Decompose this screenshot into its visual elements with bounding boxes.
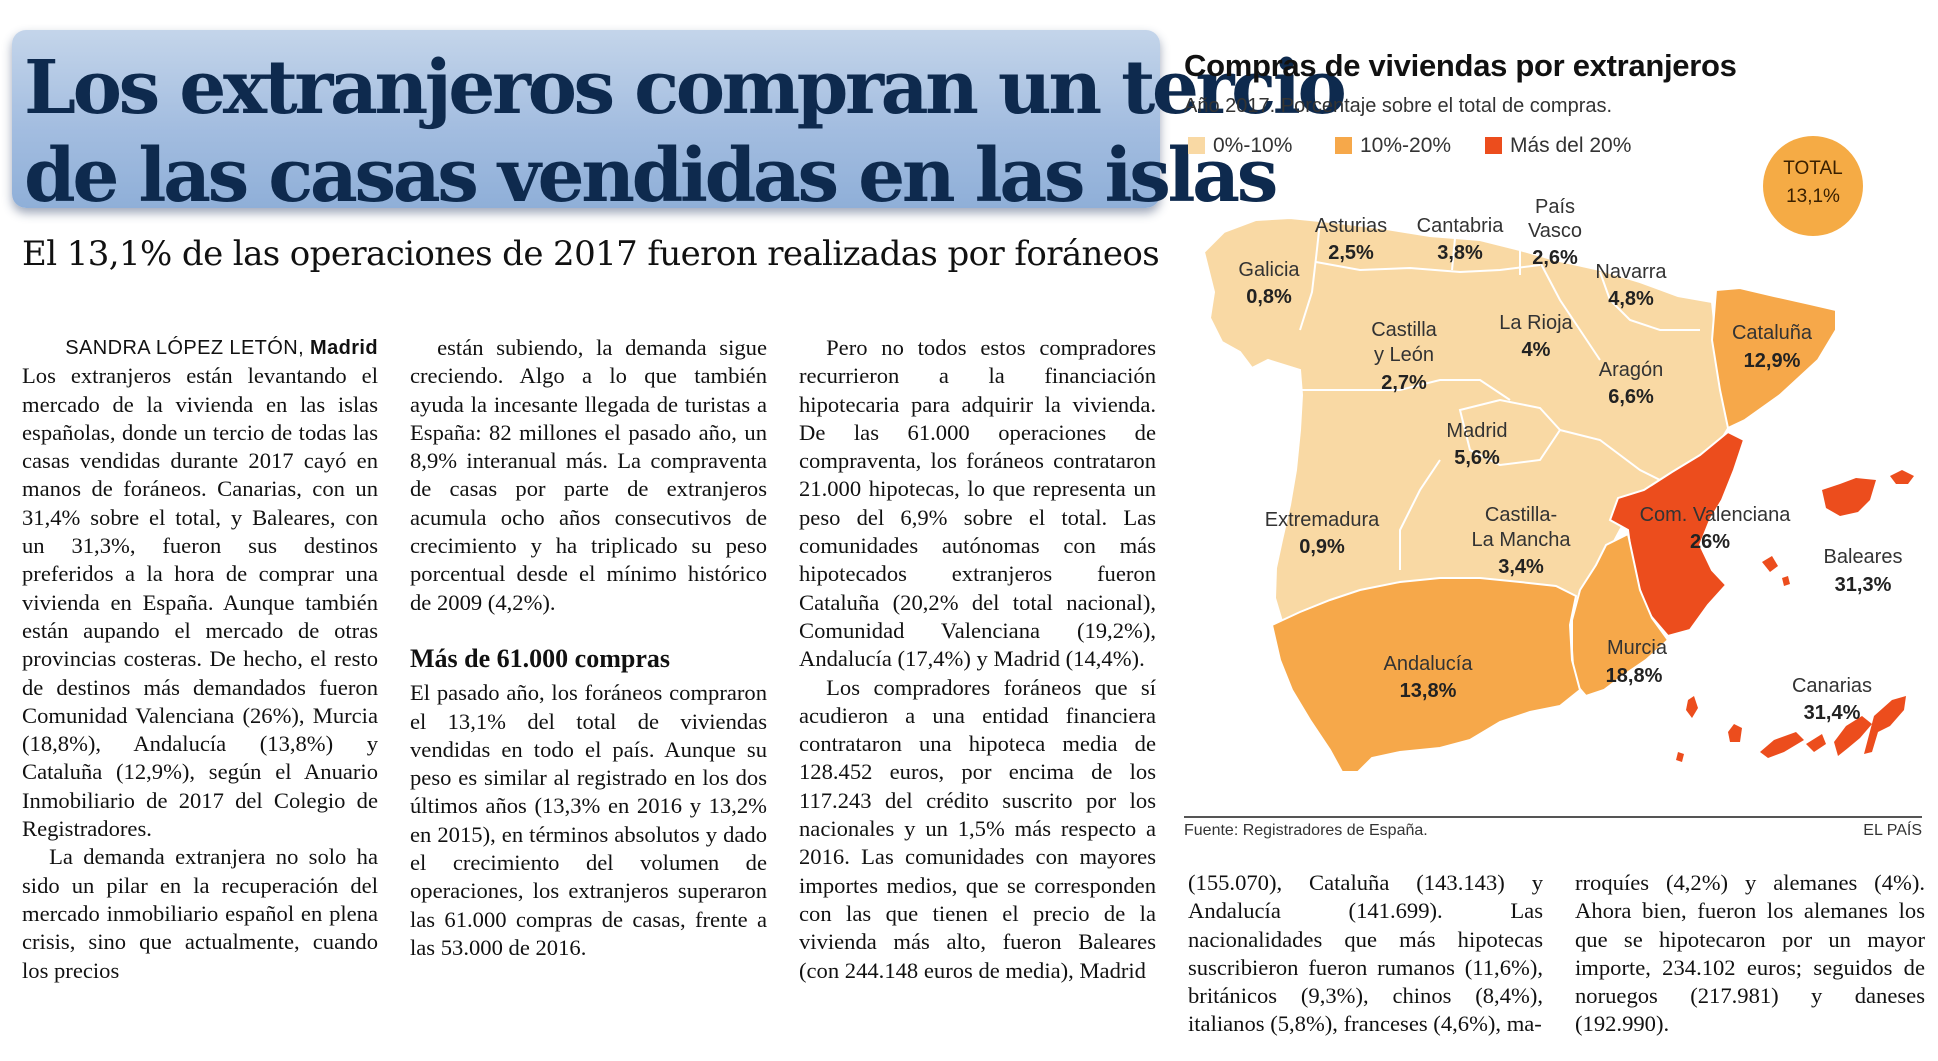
section-heading: Más de 61.000 compras: [410, 643, 670, 673]
total-value: 13,1%: [1786, 186, 1840, 207]
article-column-4: (155.070), Cataluña (143.143) y Andalucí…: [1188, 869, 1543, 1039]
region-label: Canarias: [1792, 675, 1872, 697]
total-badge: TOTAL 13,1%: [1763, 136, 1863, 236]
region-label: y León: [1374, 344, 1434, 366]
region-label: Cantabria: [1417, 215, 1505, 237]
region-label: Baleares: [1824, 546, 1903, 568]
headline-line-1: Los extranjeros compran un tercio: [24, 45, 1347, 131]
region-label: Galicia: [1238, 259, 1300, 281]
region-label: Aragón: [1599, 359, 1664, 381]
region-label: Cataluña: [1732, 322, 1813, 344]
article-column-1: SANDRA LÓPEZ LETÓN, Madrid Los extranjer…: [22, 334, 378, 985]
region-value: 31,4%: [1804, 702, 1861, 724]
region-value: 26%: [1690, 531, 1730, 553]
article-column-5: rroquíes (4,2%) y alemanes (4%). Ahora b…: [1575, 869, 1925, 1039]
paragraph: (155.070), Cataluña (143.143) y Andalucí…: [1188, 870, 1543, 1037]
region-label: Extremadura: [1265, 509, 1380, 531]
map-title: Compras de viviendas por extranjeros: [1184, 48, 1737, 83]
paragraph: El pasado año, los foráneos compraron el…: [410, 680, 767, 960]
region-borders: [1299, 221, 1700, 570]
byline: SANDRA LÓPEZ LETÓN, Madrid: [22, 334, 378, 362]
spain-map: Galicia 0,8% Asturias 2,5% Cantabria 3,8…: [1202, 196, 1914, 772]
subtitle: El 13,1% de las operaciones de 2017 fuer…: [22, 234, 1160, 274]
region-value: 3,4%: [1498, 556, 1544, 578]
credit: EL PAÍS: [1863, 822, 1922, 839]
region-label: Castilla: [1371, 319, 1437, 341]
region-label: Asturias: [1315, 215, 1387, 237]
region-value: 13,8%: [1400, 680, 1457, 702]
byline-place: Madrid: [310, 337, 378, 359]
region-value: 5,6%: [1454, 447, 1500, 469]
headline: Los extranjeros compran un tercio de las…: [24, 44, 1347, 220]
article-column-3: Pero no todos estos compradores recurrie…: [799, 334, 1156, 985]
total-label: TOTAL: [1783, 158, 1843, 179]
region-valenciana: [1608, 430, 1746, 638]
region-andalucia: [1270, 577, 1582, 772]
region-murcia: [1571, 532, 1670, 698]
paragraph: La demanda extranjera no solo ha sido un…: [22, 844, 378, 983]
region-cataluna: [1710, 286, 1837, 430]
region-label: La Mancha: [1472, 529, 1572, 551]
region-value: 18,8%: [1606, 665, 1663, 687]
paragraph: Los extranjeros están levantando el merc…: [22, 363, 378, 842]
region-label: Madrid: [1446, 420, 1507, 442]
region-value: 0,9%: [1299, 536, 1345, 558]
divider: [1184, 816, 1922, 818]
paragraph: rroquíes (4,2%) y alemanes (4%). Ahora b…: [1575, 870, 1925, 1037]
legend-item: 10%-20%: [1335, 134, 1451, 158]
byline-author: SANDRA LÓPEZ LETÓN,: [65, 337, 305, 359]
region-value: 4,8%: [1608, 288, 1654, 310]
source-note: Fuente: Registradores de España.: [1184, 822, 1428, 839]
region-value: 6,6%: [1608, 386, 1654, 408]
article-column-2: están subiendo, la demanda sigue crecien…: [410, 334, 767, 962]
region-value: 2,5%: [1328, 242, 1374, 264]
map-subtitle: Año 2017. Porcentaje sobre el total de c…: [1184, 95, 1613, 117]
region-label: País: [1535, 196, 1575, 218]
paragraph: Los compradores foráneos que sí acudiero…: [799, 674, 1156, 983]
region-label: La Rioja: [1499, 312, 1573, 334]
headline-line-2: de las casas vendidas en las islas: [24, 133, 1278, 219]
region-value: 2,6%: [1532, 247, 1578, 269]
legend-swatch: [1335, 137, 1352, 154]
region-label: Castilla-: [1485, 504, 1557, 526]
legend-label: 0%-10%: [1213, 134, 1293, 157]
legend-swatch: [1485, 137, 1502, 154]
paragraph: Pero no todos estos compradores recurrie…: [799, 335, 1156, 672]
region-label: Navarra: [1595, 261, 1667, 283]
region-value: 12,9%: [1744, 350, 1801, 372]
legend-label: Más del 20%: [1510, 134, 1632, 157]
headline-box: [12, 30, 1160, 208]
legend-item: Más del 20%: [1485, 134, 1631, 158]
region-label: Andalucía: [1384, 653, 1474, 675]
region-baleares: [1762, 470, 1914, 586]
region-label: Murcia: [1607, 637, 1668, 659]
legend-swatch: [1188, 137, 1205, 154]
region-label: Vasco: [1528, 220, 1582, 242]
region-value: 3,8%: [1437, 242, 1483, 264]
region-canarias: [1676, 696, 1906, 762]
region-value: 2,7%: [1381, 372, 1427, 394]
legend-item: 0%-10%: [1188, 134, 1292, 158]
paragraph: están subiendo, la demanda sigue crecien…: [410, 335, 767, 615]
legend-label: 10%-20%: [1360, 134, 1452, 157]
region-value: 0,8%: [1246, 286, 1292, 308]
region-value: 4%: [1522, 339, 1551, 361]
region-label: Com. Valenciana: [1640, 504, 1792, 526]
region-value: 31,3%: [1835, 574, 1892, 596]
